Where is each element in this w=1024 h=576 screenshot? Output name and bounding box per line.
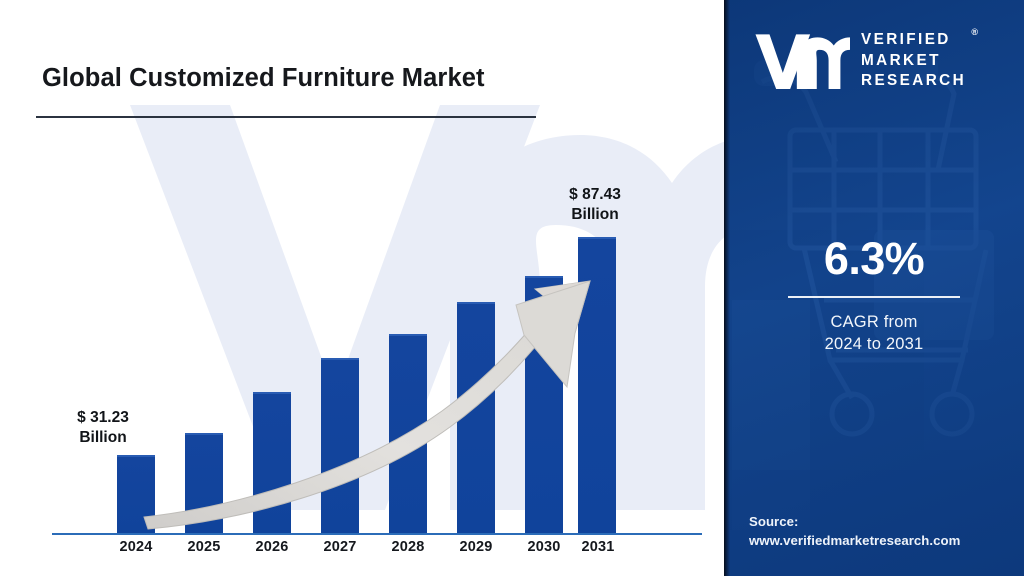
xtick-2030: 2030 [527, 539, 561, 555]
brand-line-market: MARKET [861, 51, 941, 69]
source-url[interactable]: www.verifiedmarketresearch.com [749, 533, 961, 549]
xtick-2028: 2028 [391, 539, 425, 555]
x-axis-line [52, 533, 702, 535]
xtick-2024: 2024 [119, 539, 153, 555]
value-label-2031-amount: $ 87.43 [569, 186, 621, 203]
title-divider [36, 116, 536, 118]
bar-top-edge [525, 276, 563, 278]
page-title: Global Customized Furniture Market [42, 64, 485, 92]
bar-top-edge [117, 455, 155, 457]
bar-2028 [389, 334, 427, 533]
cagr-block: 6.3% CAGR from 2024 to 2031 [724, 236, 1024, 356]
value-label-2024-amount: $ 31.23 [77, 409, 129, 426]
branding-panel: VERIFIED MARKET RESEARCH ® 6.3% CAGR fro… [724, 0, 1024, 576]
bar-2027 [321, 358, 359, 533]
cagr-value: 6.3% [823, 233, 925, 284]
xtick-2029: 2029 [459, 539, 493, 555]
value-label-2031: $ 87.43 Billion [530, 185, 660, 226]
source-block: Source: www.verifiedmarketresearch.com [749, 512, 1019, 550]
bar-2025 [185, 433, 223, 533]
bar-top-edge [253, 392, 291, 394]
xtick-2026: 2026 [255, 539, 289, 555]
bar-2031 [578, 237, 616, 533]
bar-2026 [253, 392, 291, 533]
value-label-2024: $ 31.23 Billion [38, 408, 168, 449]
bar-top-edge [578, 237, 616, 239]
cagr-caption: CAGR from 2024 to 2031 [724, 311, 1024, 356]
brand-line-verified: VERIFIED [861, 31, 951, 49]
bar-top-edge [457, 302, 495, 304]
chart-panel: Global Customized Furniture Market $ 31.… [36, 64, 724, 555]
xtick-2031: 2031 [581, 539, 615, 555]
bar-chart: $ 31.23 Billion $ 87.43 Billion [38, 185, 702, 555]
brand-line-research: RESEARCH [861, 72, 967, 90]
bar-2024 [117, 455, 155, 533]
registered-trademark-icon: ® [971, 27, 979, 38]
value-label-2031-unit: Billion [571, 206, 619, 224]
source-label: Source: [749, 514, 799, 529]
brand-logo: VERIFIED MARKET RESEARCH ® [754, 22, 1004, 100]
bar-2029 [457, 302, 495, 533]
bar-top-edge [389, 334, 427, 336]
bar-2030 [525, 276, 563, 533]
vmr-monogram-icon [755, 34, 850, 90]
xtick-2025: 2025 [187, 539, 221, 555]
xtick-2027: 2027 [323, 539, 357, 555]
cagr-caption-line2: 2024 to 2031 [824, 335, 924, 354]
panel-overlay [724, 0, 1024, 576]
value-label-2024-unit: Billion [79, 429, 127, 447]
bar-top-edge [321, 358, 359, 360]
bar-top-edge [185, 433, 223, 435]
panel-edge-shadow [724, 0, 730, 576]
cagr-caption-line1: CAGR from [830, 313, 918, 331]
cagr-divider [788, 296, 960, 298]
brand-wordmark: VERIFIED MARKET RESEARCH ® [861, 27, 978, 91]
